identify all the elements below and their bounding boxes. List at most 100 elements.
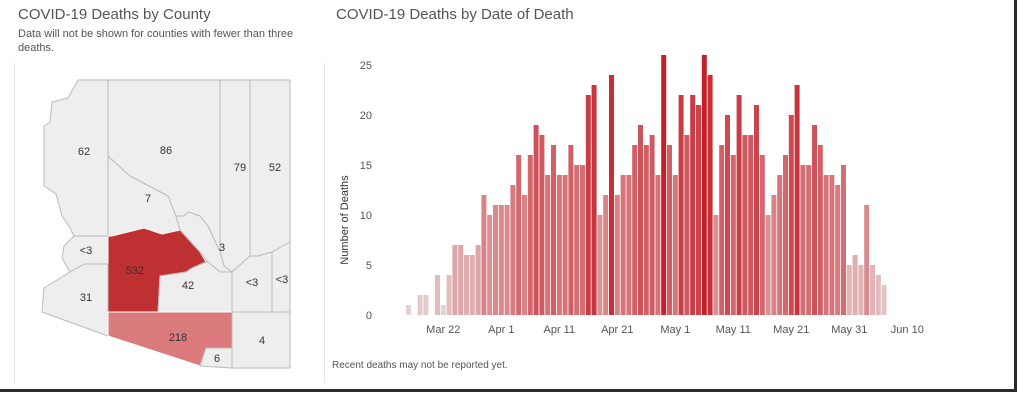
bar[interactable] xyxy=(423,295,429,315)
bar[interactable] xyxy=(545,175,551,315)
bar[interactable] xyxy=(417,295,423,315)
bar[interactable] xyxy=(539,135,545,315)
bar[interactable] xyxy=(603,195,609,315)
bar[interactable] xyxy=(632,145,638,315)
bar[interactable] xyxy=(591,85,597,315)
map-panel: COVID-19 Deaths by County Data will not … xyxy=(18,6,318,392)
bar[interactable] xyxy=(597,215,603,315)
bar[interactable] xyxy=(742,135,748,315)
bar[interactable] xyxy=(713,215,719,315)
bar[interactable] xyxy=(452,245,458,315)
chart-title: COVID-19 Deaths by Date of Death xyxy=(336,6,574,23)
bar[interactable] xyxy=(835,185,841,315)
bar[interactable] xyxy=(690,95,696,315)
y-tick-label: 20 xyxy=(360,110,372,122)
bar[interactable] xyxy=(638,125,643,315)
county-gila[interactable] xyxy=(175,211,233,273)
bar[interactable] xyxy=(794,85,800,315)
bar[interactable] xyxy=(806,165,812,315)
bar[interactable] xyxy=(817,145,823,315)
county-label: 7 xyxy=(145,193,151,205)
bar[interactable] xyxy=(701,55,707,315)
bar[interactable] xyxy=(788,115,794,315)
bar[interactable] xyxy=(609,75,614,315)
bar[interactable] xyxy=(464,255,469,315)
x-tick-label: May 11 xyxy=(716,324,751,336)
bar[interactable] xyxy=(446,275,452,315)
bar[interactable] xyxy=(614,195,620,315)
bar[interactable] xyxy=(510,185,516,315)
bar[interactable] xyxy=(580,165,585,315)
bar[interactable] xyxy=(870,265,875,315)
county-label: <3 xyxy=(276,274,289,286)
bar[interactable] xyxy=(730,155,736,315)
bar[interactable] xyxy=(655,175,661,315)
bar[interactable] xyxy=(725,115,730,315)
bar[interactable] xyxy=(493,205,498,315)
county-label: 3 xyxy=(219,242,225,254)
bar[interactable] xyxy=(823,175,829,315)
bar[interactable] xyxy=(556,175,562,315)
county-yuma[interactable] xyxy=(41,263,109,337)
bar[interactable] xyxy=(754,105,759,315)
bar[interactable] xyxy=(516,155,522,315)
bar[interactable] xyxy=(562,175,568,315)
bar[interactable] xyxy=(551,145,556,315)
bar[interactable] xyxy=(667,145,672,315)
bar[interactable] xyxy=(858,265,864,315)
bar[interactable] xyxy=(748,135,754,315)
bar[interactable] xyxy=(527,155,533,315)
bar[interactable] xyxy=(649,135,655,315)
bar[interactable] xyxy=(574,165,580,315)
chart-panel: COVID-19 Deaths by Date of Death xyxy=(336,6,574,23)
bar[interactable] xyxy=(765,215,771,315)
bar[interactable] xyxy=(829,175,835,315)
bar[interactable] xyxy=(533,125,539,315)
bar[interactable] xyxy=(435,275,440,315)
bar[interactable] xyxy=(678,95,684,315)
bar[interactable] xyxy=(626,175,632,315)
bar[interactable] xyxy=(771,195,777,315)
bar[interactable] xyxy=(568,145,574,315)
bar[interactable] xyxy=(481,195,487,315)
bar[interactable] xyxy=(661,55,667,315)
bar[interactable] xyxy=(440,305,446,315)
bar[interactable] xyxy=(846,265,852,315)
bar[interactable] xyxy=(585,95,591,315)
bar[interactable] xyxy=(696,105,701,315)
bar[interactable] xyxy=(487,215,493,315)
bar[interactable] xyxy=(852,255,858,315)
county-label: 31 xyxy=(80,292,92,304)
bar[interactable] xyxy=(875,275,881,315)
bar[interactable] xyxy=(504,205,510,315)
x-tick-label: Mar 22 xyxy=(426,324,460,336)
bar[interactable] xyxy=(620,175,626,315)
bar[interactable] xyxy=(707,75,713,315)
bar[interactable] xyxy=(759,155,765,315)
bar[interactable] xyxy=(777,175,783,315)
bar[interactable] xyxy=(864,205,870,315)
bar[interactable] xyxy=(522,195,527,315)
bar[interactable] xyxy=(643,145,649,315)
bar[interactable] xyxy=(881,285,887,315)
county-mohave[interactable] xyxy=(43,79,109,237)
bar[interactable] xyxy=(783,155,788,315)
bar[interactable] xyxy=(812,125,817,315)
bar[interactable] xyxy=(406,305,411,315)
county-cochise[interactable] xyxy=(231,311,291,369)
bar[interactable] xyxy=(719,145,725,315)
bar[interactable] xyxy=(841,165,846,315)
bar[interactable] xyxy=(672,175,678,315)
bar[interactable] xyxy=(800,165,806,315)
bar[interactable] xyxy=(475,245,481,315)
bar[interactable] xyxy=(458,245,464,315)
bar[interactable] xyxy=(684,135,690,315)
y-tick-label: 5 xyxy=(366,260,372,272)
bar[interactable] xyxy=(469,255,475,315)
footnote: Recent deaths may not be reported yet. xyxy=(332,360,508,371)
bar[interactable] xyxy=(498,205,504,315)
bar[interactable] xyxy=(736,95,742,315)
county-label: 86 xyxy=(160,145,172,157)
county-label: 218 xyxy=(169,332,187,344)
divider xyxy=(14,63,15,383)
